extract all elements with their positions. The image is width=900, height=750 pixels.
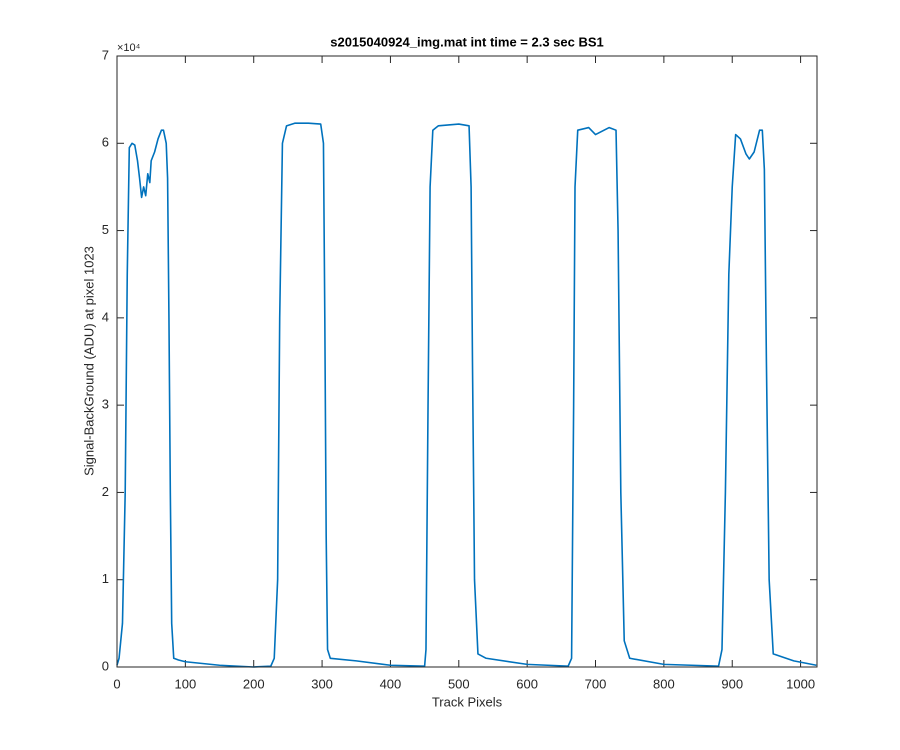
x-tick-label: 100 xyxy=(175,676,197,691)
x-tick-label: 300 xyxy=(311,676,333,691)
x-tick-label: 600 xyxy=(516,676,538,691)
y-tick-label: 5 xyxy=(102,222,109,237)
x-tick-label: 0 xyxy=(113,676,120,691)
x-tick-label: 400 xyxy=(380,676,402,691)
y-tick-label: 3 xyxy=(102,397,109,412)
x-tick-label: 200 xyxy=(243,676,265,691)
y-axis-label: Signal-BackGround (ADU) at pixel 1023 xyxy=(81,246,96,476)
x-axis-label: Track Pixels xyxy=(432,694,503,709)
x-tick-label: 1000 xyxy=(786,676,815,691)
chart-title: s2015040924_img.mat int time = 2.3 sec B… xyxy=(330,34,604,49)
y-tick-label: 7 xyxy=(102,47,109,62)
x-tick-label: 800 xyxy=(653,676,675,691)
y-exponent-label: ×10⁴ xyxy=(117,42,141,54)
x-tick-label: 700 xyxy=(585,676,607,691)
x-tick-label: 500 xyxy=(448,676,470,691)
y-tick-label: 1 xyxy=(102,571,109,586)
x-tick-label: 900 xyxy=(721,676,743,691)
axes-box xyxy=(116,55,818,668)
y-tick-label: 0 xyxy=(102,658,109,673)
y-tick-label: 6 xyxy=(102,135,109,150)
data-line xyxy=(116,122,817,668)
y-tick-label: 2 xyxy=(102,484,109,499)
y-tick-label: 4 xyxy=(102,309,109,324)
